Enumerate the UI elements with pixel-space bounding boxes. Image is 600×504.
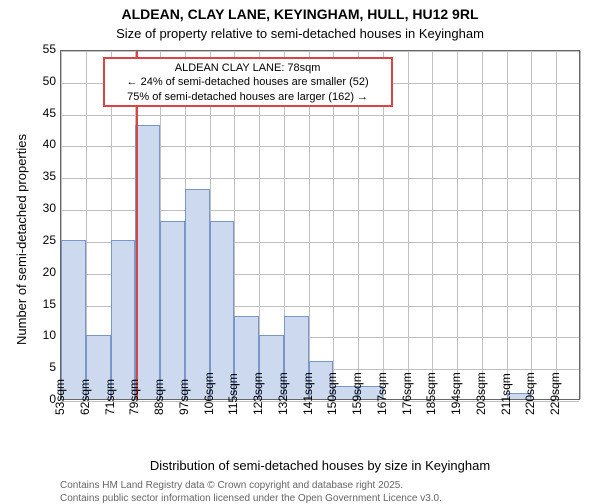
y-tick-label: 50 [28,74,56,88]
y-axis-label: Number of semi-detached properties [14,134,29,345]
histogram-bar [111,240,136,399]
histogram-bar [61,240,86,399]
footer-line-2: Contains public sector information licen… [60,493,442,504]
y-tick-label: 25 [28,233,56,247]
gridline-vertical [580,51,581,399]
annotation-line: ALDEAN CLAY LANE: 78sqm [109,61,387,75]
gridline-horizontal [61,51,579,52]
gridline-vertical [432,51,433,399]
histogram-bar [160,221,185,399]
x-axis-label: Distribution of semi-detached houses by … [60,458,580,473]
chart-subtitle: Size of property relative to semi-detach… [0,26,600,41]
chart-title: ALDEAN, CLAY LANE, KEYINGHAM, HULL, HU12… [0,6,600,22]
histogram-bar [185,189,210,399]
y-tick-label: 10 [28,328,56,342]
gridline-vertical [408,51,409,399]
y-tick-label: 15 [28,297,56,311]
histogram-bar [135,125,160,399]
gridline-horizontal [61,115,579,116]
annotation-line: 75% of semi-detached houses are larger (… [109,90,387,104]
footer-line-1: Contains HM Land Registry data © Crown c… [60,480,403,491]
gridline-vertical [556,51,557,399]
y-tick-label: 55 [28,42,56,56]
y-tick-label: 0 [28,392,56,406]
gridline-vertical [507,51,508,399]
plot-area: ALDEAN CLAY LANE: 78sqm← 24% of semi-det… [60,50,580,400]
annotation-line: ← 24% of semi-detached houses are smalle… [109,75,387,89]
y-tick-label: 5 [28,360,56,374]
y-tick-label: 40 [28,137,56,151]
gridline-vertical [457,51,458,399]
y-tick-label: 45 [28,106,56,120]
y-tick-label: 35 [28,169,56,183]
gridline-vertical [531,51,532,399]
y-tick-label: 30 [28,201,56,215]
gridline-vertical [482,51,483,399]
annotation-box: ALDEAN CLAY LANE: 78sqm← 24% of semi-det… [103,57,393,107]
y-tick-label: 20 [28,265,56,279]
